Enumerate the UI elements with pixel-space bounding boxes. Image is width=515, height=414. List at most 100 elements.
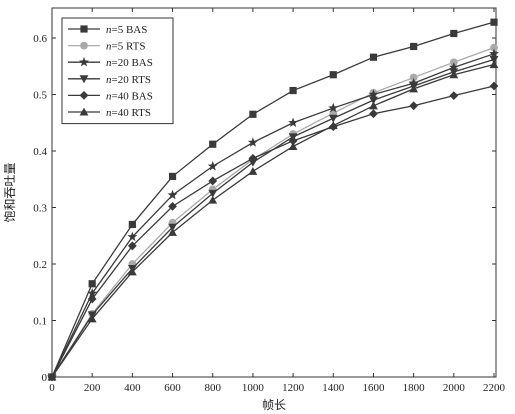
data-point xyxy=(328,114,338,123)
data-point xyxy=(209,140,217,148)
data-point xyxy=(207,161,218,171)
data-point xyxy=(127,241,137,251)
legend-box xyxy=(61,17,174,125)
legend-label-prefix: n xyxy=(106,90,112,102)
series-line xyxy=(51,46,495,378)
legend-marker xyxy=(79,57,89,67)
legend-entry: n=5 RTS xyxy=(68,41,145,53)
y-tick-label: 0.1 xyxy=(33,316,47,328)
data-point xyxy=(127,231,138,242)
data-point xyxy=(409,101,419,111)
legend-label-suffix: =40 RTS xyxy=(112,107,151,119)
legend-label-prefix: n xyxy=(106,57,112,69)
legend-entry: n=20 BAS xyxy=(68,57,153,69)
x-tick-label: 1400 xyxy=(322,382,345,394)
data-point xyxy=(288,142,298,150)
legend-marker xyxy=(79,91,89,100)
data-point xyxy=(88,280,96,288)
x-tick-label: 600 xyxy=(164,382,181,394)
data-point xyxy=(87,288,98,298)
legend-label: n=20 BAS xyxy=(106,57,153,69)
data-point xyxy=(288,117,299,127)
plot-area-frame xyxy=(51,7,497,378)
data-point xyxy=(208,189,218,198)
data-point xyxy=(127,267,137,276)
legend-label-prefix: n xyxy=(106,24,112,36)
data-point xyxy=(248,166,258,175)
data-point xyxy=(369,96,378,105)
data-point xyxy=(247,137,258,147)
legend-label: n=20 RTS xyxy=(106,74,151,86)
legend-label-prefix: n xyxy=(106,41,112,53)
legend-marker xyxy=(80,41,88,50)
y-tick-label: 0.5 xyxy=(33,90,47,102)
series-line xyxy=(51,53,495,378)
data-point xyxy=(128,220,136,229)
data-point xyxy=(410,42,418,51)
y-axis-label: 饱和吞吐量 xyxy=(2,162,17,222)
data-point xyxy=(167,189,178,200)
legend-label: n=40 RTS xyxy=(106,107,151,119)
data-point xyxy=(168,223,177,232)
legend-label: n=40 BAS xyxy=(106,90,153,102)
data-point xyxy=(449,70,459,79)
x-tick-label: 0 xyxy=(49,382,55,394)
legend-label-suffix: =20 RTS xyxy=(112,74,151,86)
data-point xyxy=(289,86,297,95)
series-1 xyxy=(48,18,498,381)
legend-label-suffix: =5 BAS xyxy=(112,24,148,36)
data-point xyxy=(489,48,499,59)
data-point xyxy=(168,227,177,236)
x-tick-label: 800 xyxy=(204,382,221,394)
legend-label-prefix: n xyxy=(106,74,112,86)
series-6 xyxy=(47,60,499,381)
data-point xyxy=(368,89,379,99)
data-point xyxy=(329,71,337,79)
data-point xyxy=(369,101,378,110)
legend-marker xyxy=(80,25,88,33)
data-point xyxy=(369,53,378,61)
series-3 xyxy=(47,48,499,382)
y-tick-label: 0.2 xyxy=(33,259,47,271)
legend-label-suffix: =40 BAS xyxy=(112,90,153,102)
y-tick-label: 0.4 xyxy=(33,146,47,158)
data-point xyxy=(168,201,177,211)
data-point xyxy=(288,136,298,146)
x-tick-label: 1200 xyxy=(282,382,305,394)
legend-entry: n=20 RTS xyxy=(68,74,151,86)
data-point xyxy=(409,84,419,93)
legend-label: n=5 RTS xyxy=(106,41,145,53)
legend-entry: n=40 BAS xyxy=(68,90,153,102)
data-point xyxy=(369,109,378,119)
y-tick-label: 0.6 xyxy=(33,33,47,45)
data-point xyxy=(490,18,498,26)
data-point xyxy=(450,29,458,38)
x-tick-label: 1000 xyxy=(242,382,265,394)
data-point xyxy=(208,195,218,204)
data-point xyxy=(448,62,459,72)
data-point xyxy=(249,110,257,118)
series-line xyxy=(51,21,495,378)
data-point xyxy=(489,60,499,69)
data-point xyxy=(449,91,459,101)
legend-entry: n=5 BAS xyxy=(68,24,147,36)
legend-marker xyxy=(79,107,89,116)
x-tick-label: 200 xyxy=(84,382,101,394)
data-point xyxy=(168,172,177,181)
x-tick-label: 1600 xyxy=(362,382,385,394)
data-point xyxy=(328,121,338,130)
legend-label-suffix: =5 RTS xyxy=(112,41,146,53)
data-point xyxy=(47,372,57,381)
data-point xyxy=(490,43,498,52)
legend-entry: n=40 RTS xyxy=(68,107,151,119)
series-5 xyxy=(47,81,499,382)
legend-label: n=5 BAS xyxy=(106,24,147,36)
data-point xyxy=(489,81,499,91)
series-line xyxy=(51,63,495,378)
data-point xyxy=(409,73,418,82)
y-tick-label: 0.3 xyxy=(33,203,47,215)
data-point xyxy=(87,294,97,304)
data-point xyxy=(208,176,218,186)
x-axis-label: 帧长 xyxy=(262,398,286,412)
